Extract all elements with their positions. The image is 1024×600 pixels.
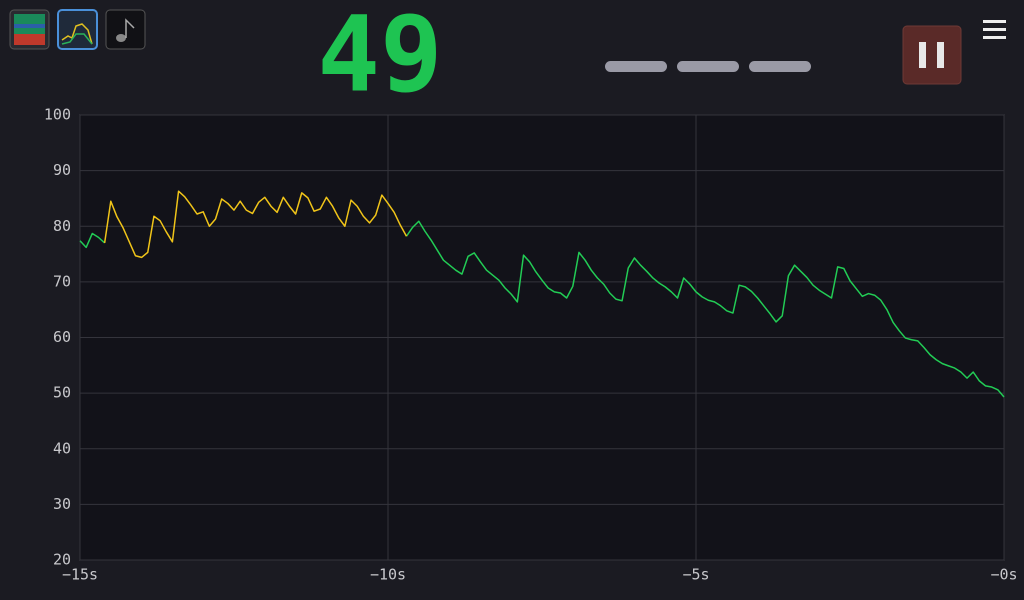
icon-image bbox=[116, 34, 126, 42]
x-tick-label: −5s bbox=[682, 566, 709, 584]
x-tick-label: −0s bbox=[990, 566, 1017, 584]
data-line bbox=[103, 190, 408, 259]
data-line bbox=[79, 220, 1005, 398]
graph-button[interactable] bbox=[57, 9, 98, 50]
menu-icon bbox=[983, 36, 1006, 39]
menu-icon bbox=[983, 28, 1006, 31]
y-tick-label: 40 bbox=[53, 439, 71, 457]
x-tick-label: −15s bbox=[62, 566, 98, 584]
y-tick-label: 30 bbox=[53, 495, 71, 513]
y-tick-label: 60 bbox=[53, 328, 71, 346]
menu-icon bbox=[983, 20, 1006, 23]
y-tick-label: 70 bbox=[53, 272, 71, 290]
spectrogram-button[interactable] bbox=[9, 9, 50, 50]
y-tick-label: 90 bbox=[53, 161, 71, 179]
indicator-bar bbox=[677, 61, 739, 72]
icon-image bbox=[61, 33, 93, 45]
icon-image bbox=[14, 24, 45, 28]
icon-image bbox=[125, 18, 135, 38]
indicator-bars bbox=[605, 61, 811, 72]
indicator-bar bbox=[749, 61, 811, 72]
x-tick-label: −10s bbox=[370, 566, 406, 584]
level-reading: 49 bbox=[317, 0, 442, 115]
tone-button[interactable] bbox=[105, 9, 146, 50]
pause-icon bbox=[937, 42, 944, 68]
indicator-bar bbox=[605, 61, 667, 72]
icon-image bbox=[14, 34, 45, 45]
button-frame bbox=[902, 25, 962, 85]
y-tick-label: 80 bbox=[53, 217, 71, 235]
pause-icon bbox=[919, 42, 926, 68]
y-tick-label: 100 bbox=[44, 106, 71, 124]
pause-button[interactable] bbox=[902, 25, 962, 85]
y-tick-label: 50 bbox=[53, 384, 71, 402]
chart: 20 30 40 50 60 70 80 90 100 −15s −10s −5s −0s bbox=[44, 106, 1018, 584]
icon-image bbox=[61, 23, 93, 45]
y-tick-label: 20 bbox=[53, 551, 71, 569]
menu-button[interactable] bbox=[983, 20, 1006, 39]
